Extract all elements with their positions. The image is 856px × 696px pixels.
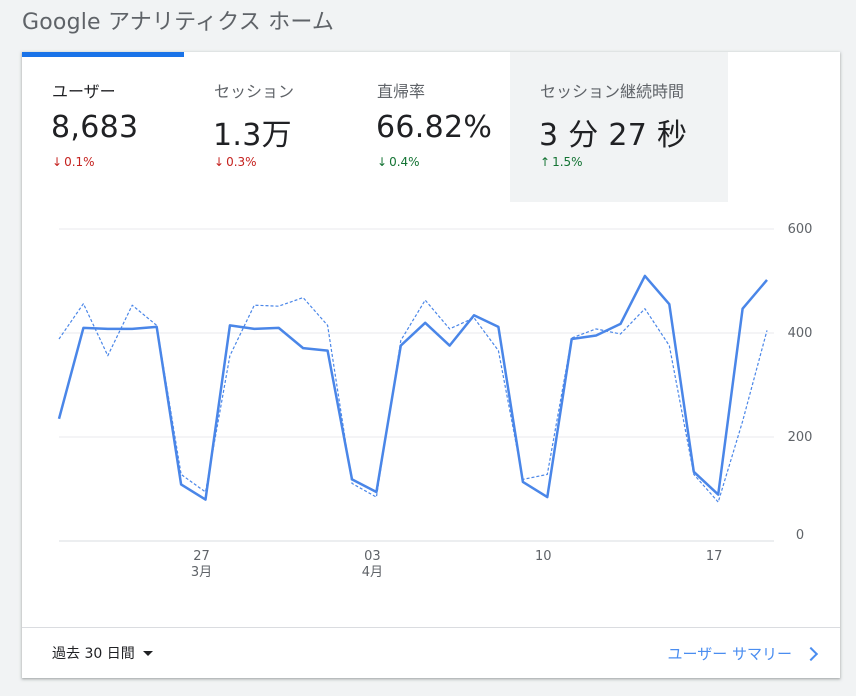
date-range-label: 過去 30 日間 bbox=[52, 646, 135, 662]
metric-value-bounce-rate: 66.82% bbox=[376, 110, 493, 145]
metric-change-users: ↓ 0.1% bbox=[52, 155, 95, 169]
x-tick-month-label: 3月 bbox=[191, 565, 212, 580]
x-tick-month-label: 4月 bbox=[362, 565, 383, 580]
date-range-selector[interactable]: 過去 30 日間 bbox=[52, 643, 153, 663]
metric-label-session-duration: セッション継続時間 bbox=[540, 82, 685, 101]
caret-down-icon bbox=[142, 650, 153, 656]
metric-value-session-duration: 3 分 27 秒 bbox=[539, 118, 688, 153]
metric-label-users: ユーザー bbox=[52, 82, 116, 101]
y-tick-label: 200 bbox=[788, 430, 813, 445]
metric-tab-users[interactable]: ユーザー 8,683 ↓ 0.1% bbox=[22, 52, 184, 202]
metric-label-sessions: セッション bbox=[214, 82, 295, 101]
metric-value-users: 8,683 bbox=[51, 110, 139, 145]
user-summary-label: ユーザー サマリー bbox=[667, 645, 792, 663]
chevron-right-icon bbox=[803, 646, 819, 661]
metric-change-session-duration: ↑ 1.5% bbox=[540, 155, 583, 169]
metric-value-sessions: 1.3万 bbox=[213, 118, 292, 153]
arrow-down-icon: ↓ bbox=[377, 155, 388, 169]
arrow-down-icon: ↓ bbox=[214, 155, 225, 169]
y-tick-label: 400 bbox=[788, 326, 813, 341]
metric-change-sessions: ↓ 0.3% bbox=[214, 155, 257, 169]
comparison-series-line bbox=[58, 296, 768, 503]
arrow-down-icon: ↓ bbox=[52, 155, 63, 169]
home-card: ユーザー 8,683 ↓ 0.1% セッション 1.3万 ↓ 0.3% 直帰率 66… bbox=[22, 52, 840, 678]
metric-change-bounce-rate: ↓ 0.4% bbox=[377, 155, 420, 169]
arrow-up-icon: ↑ bbox=[540, 155, 551, 169]
y-tick-label: 600 bbox=[788, 222, 813, 237]
current-series-line bbox=[57, 274, 768, 501]
page-title: Google アナリティクス ホーム bbox=[22, 10, 335, 35]
x-tick-label: 17 bbox=[706, 549, 723, 564]
footer-divider bbox=[22, 627, 840, 628]
x-tick-label: 27 bbox=[193, 549, 210, 564]
x-tick-label: 10 bbox=[535, 549, 552, 564]
metric-label-bounce-rate: 直帰率 bbox=[377, 82, 426, 101]
user-summary-link[interactable]: ユーザー サマリー bbox=[667, 643, 819, 664]
metric-tab-sessions[interactable]: セッション 1.3万 ↓ 0.3% bbox=[184, 52, 346, 202]
y-tick-label: 0 bbox=[796, 528, 804, 543]
active-tab-indicator bbox=[22, 52, 184, 57]
metric-tab-bounce-rate[interactable]: 直帰率 66.82% ↓ 0.4% bbox=[347, 52, 509, 202]
x-tick-label: 03 bbox=[364, 549, 381, 564]
metric-tab-session-duration[interactable]: セッション継続時間 3 分 27 秒 ↑ 1.5% bbox=[510, 52, 728, 202]
